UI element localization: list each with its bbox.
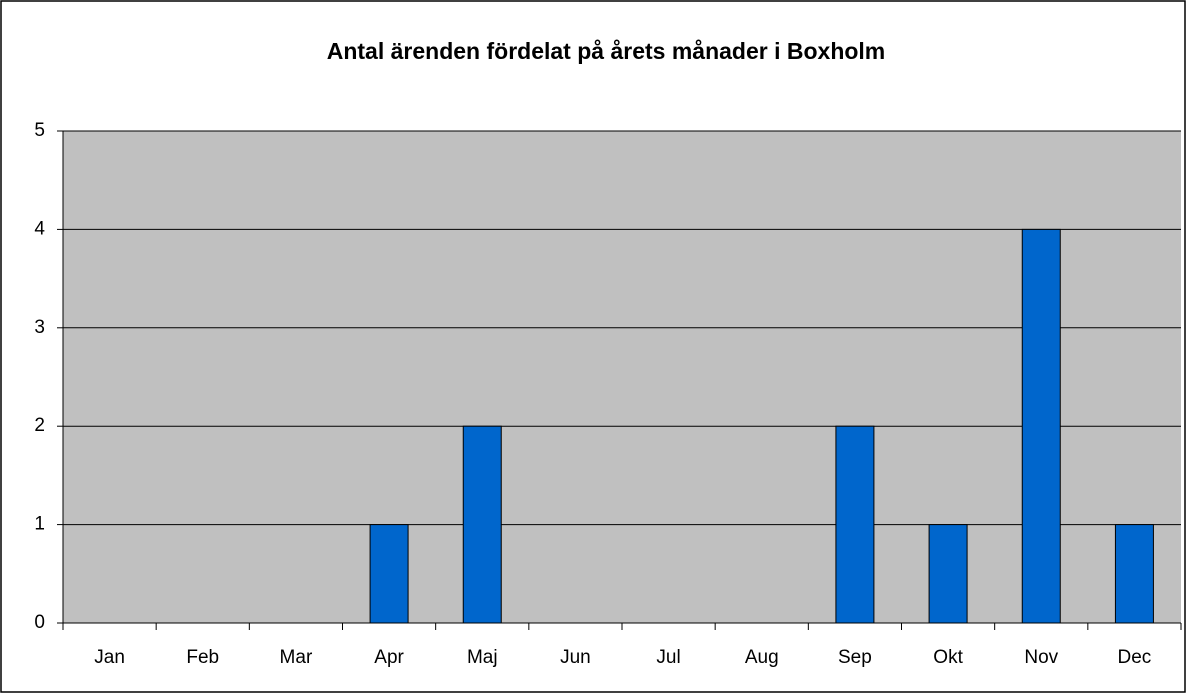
y-tick-label: 2: [34, 415, 45, 436]
x-tick-label: Nov: [1024, 647, 1058, 668]
plot-area: [63, 131, 1181, 623]
bar: [369, 524, 409, 624]
y-tick-label: 4: [34, 218, 45, 239]
x-tick-label: Dec: [1118, 647, 1152, 668]
x-tick-label: Jan: [94, 647, 125, 668]
x-tick-label: Mar: [280, 647, 313, 668]
y-tick-label: 1: [34, 514, 45, 535]
chart-title: Antal ärenden fördelat på årets månader …: [327, 38, 886, 64]
x-tick-label: Jul: [656, 647, 680, 668]
x-tick-label: Maj: [467, 647, 498, 668]
y-tick-label: 0: [34, 612, 45, 633]
x-tick-label: Aug: [745, 647, 779, 668]
x-tick-label: Sep: [838, 647, 872, 668]
bar: [835, 425, 875, 624]
bar: [928, 524, 968, 624]
bar: [1114, 524, 1154, 624]
y-tick-label: 5: [34, 120, 45, 141]
x-tick-label: Feb: [186, 647, 219, 668]
bar: [462, 425, 502, 624]
y-tick-label: 3: [34, 317, 45, 338]
x-tick-label: Okt: [933, 647, 963, 668]
x-tick-label: Apr: [374, 647, 404, 668]
bar: [1021, 228, 1061, 624]
x-tick-label: Jun: [560, 647, 591, 668]
